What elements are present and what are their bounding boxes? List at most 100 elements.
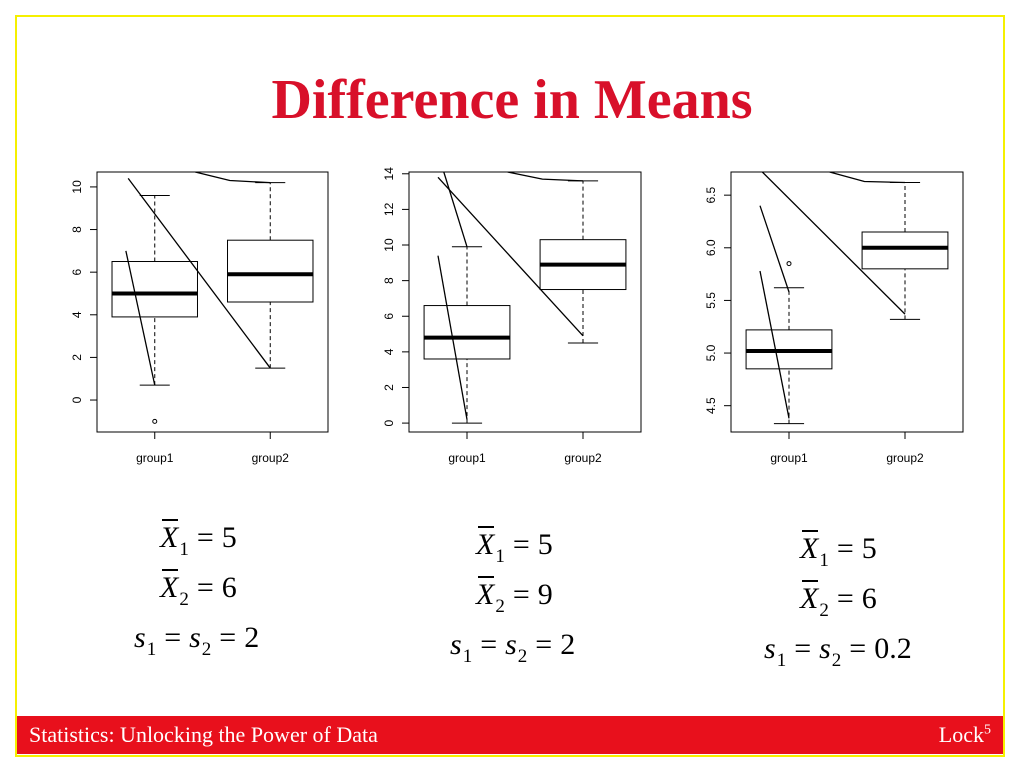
box-iqr xyxy=(861,231,949,270)
subscript: 1 xyxy=(819,550,829,571)
stat-mean-1: X1 = 5 xyxy=(160,515,259,565)
box-iqr xyxy=(423,305,511,360)
equals-sign: = xyxy=(164,621,182,654)
x-tick-label: group2 xyxy=(886,451,924,465)
subscript: 1 xyxy=(179,539,189,560)
box-iqr xyxy=(227,239,314,303)
stat-mean-2: X2 = 9 xyxy=(476,572,575,622)
xbar-symbol: X xyxy=(800,576,819,622)
stat-value: 5 xyxy=(537,528,553,561)
equals-sign: = xyxy=(535,628,553,661)
subscript: 1 xyxy=(462,646,473,667)
y-tick-label: 6 xyxy=(382,313,396,320)
subscript: 2 xyxy=(819,600,829,621)
y-tick-label: 8 xyxy=(382,277,396,284)
footer-author: Lock5 xyxy=(939,722,991,748)
x-tick-label: group1 xyxy=(448,451,486,465)
plot-frame xyxy=(96,171,329,433)
s-symbol: s xyxy=(450,628,462,661)
equals-sign: = xyxy=(849,632,867,665)
outlier-point xyxy=(152,418,158,424)
stats-panel-1: X1 = 5 X2 = 6 s1 = s2 = 2 xyxy=(134,515,259,665)
stat-mean-2: X2 = 6 xyxy=(160,565,259,615)
s-symbol: s xyxy=(764,632,776,665)
s-symbol: s xyxy=(505,628,517,661)
stat-value: 6 xyxy=(861,582,877,615)
overlay-line xyxy=(437,176,584,337)
subscript: 1 xyxy=(495,546,505,567)
equals-sign: = xyxy=(196,521,214,554)
stat-value: 2 xyxy=(560,628,576,661)
overlay-line xyxy=(437,255,468,420)
stat-value: 5 xyxy=(221,521,237,554)
box-iqr xyxy=(111,261,198,318)
stats-panel-2: X1 = 5 X2 = 9 s1 = s2 = 2 xyxy=(450,522,576,672)
stat-value: 6 xyxy=(221,571,237,604)
overlay-line xyxy=(759,205,790,293)
x-tick-label: group2 xyxy=(564,451,602,465)
s-symbol: s xyxy=(134,621,146,654)
subscript: 2 xyxy=(517,646,528,667)
equals-sign: = xyxy=(794,632,812,665)
subscript: 2 xyxy=(179,589,189,610)
xbar-symbol: X xyxy=(800,526,819,572)
y-tick-label: 6 xyxy=(70,269,84,276)
stat-mean-1: X1 = 5 xyxy=(800,526,912,576)
y-tick-label: 0 xyxy=(382,419,396,426)
y-tick-label: 14 xyxy=(382,167,396,181)
equals-sign: = xyxy=(512,578,530,611)
stat-sd: s1 = s2 = 0.2 xyxy=(764,626,912,676)
equals-sign: = xyxy=(480,628,498,661)
plot-frame xyxy=(730,171,964,433)
y-tick-label: 0 xyxy=(70,396,84,403)
slide-title: Difference in Means xyxy=(271,69,753,131)
footer-title: Statistics: Unlocking the Power of Data xyxy=(29,722,378,747)
plot-frame xyxy=(408,171,642,433)
overlay-line xyxy=(443,172,468,247)
stats-panel-3: X1 = 5 X2 = 6 s1 = s2 = 0.2 xyxy=(764,526,912,676)
y-tick-label: 5.0 xyxy=(704,344,718,361)
equals-sign: = xyxy=(836,532,854,565)
overlay-line xyxy=(125,250,156,386)
xbar-symbol: X xyxy=(476,522,495,568)
subscript: 2 xyxy=(831,650,842,671)
outlier-point xyxy=(786,261,792,267)
footer-author-sup: 5 xyxy=(984,722,991,738)
y-tick-label: 6.5 xyxy=(704,186,718,203)
s-symbol: s xyxy=(819,632,831,665)
overlay-line xyxy=(195,172,271,184)
equals-sign: = xyxy=(512,528,530,561)
subscript: 2 xyxy=(495,596,505,617)
stat-value: 2 xyxy=(244,621,260,654)
overlay-line xyxy=(507,172,584,182)
stat-mean-2: X2 = 6 xyxy=(800,576,912,626)
stat-mean-1: X1 = 5 xyxy=(476,522,575,572)
y-tick-label: 8 xyxy=(70,226,84,233)
y-tick-label: 4 xyxy=(70,311,84,318)
y-tick-label: 12 xyxy=(382,202,396,216)
xbar-symbol: X xyxy=(160,565,179,611)
slide-frame xyxy=(15,15,1005,757)
equals-sign: = xyxy=(836,582,854,615)
subscript: 1 xyxy=(776,650,787,671)
stat-value: 5 xyxy=(861,532,877,565)
y-tick-label: 10 xyxy=(70,180,84,194)
s-symbol: s xyxy=(189,621,201,654)
y-tick-label: 6.0 xyxy=(704,239,718,256)
x-tick-label: group1 xyxy=(770,451,808,465)
y-tick-label: 2 xyxy=(70,354,84,361)
overlay-line xyxy=(127,178,271,369)
stat-value: 0.2 xyxy=(874,632,912,665)
y-tick-label: 4 xyxy=(382,348,396,355)
equals-sign: = xyxy=(196,571,214,604)
y-tick-label: 10 xyxy=(382,238,396,252)
stat-sd: s1 = s2 = 2 xyxy=(134,615,259,665)
footer-bar: Statistics: Unlocking the Power of Data … xyxy=(17,716,1003,754)
x-tick-label: group1 xyxy=(136,451,174,465)
subscript: 1 xyxy=(146,639,157,660)
equals-sign: = xyxy=(219,621,237,654)
stat-value: 9 xyxy=(537,578,553,611)
x-tick-label: group2 xyxy=(252,451,290,465)
subscript: 2 xyxy=(201,639,212,660)
xbar-symbol: X xyxy=(476,572,495,618)
